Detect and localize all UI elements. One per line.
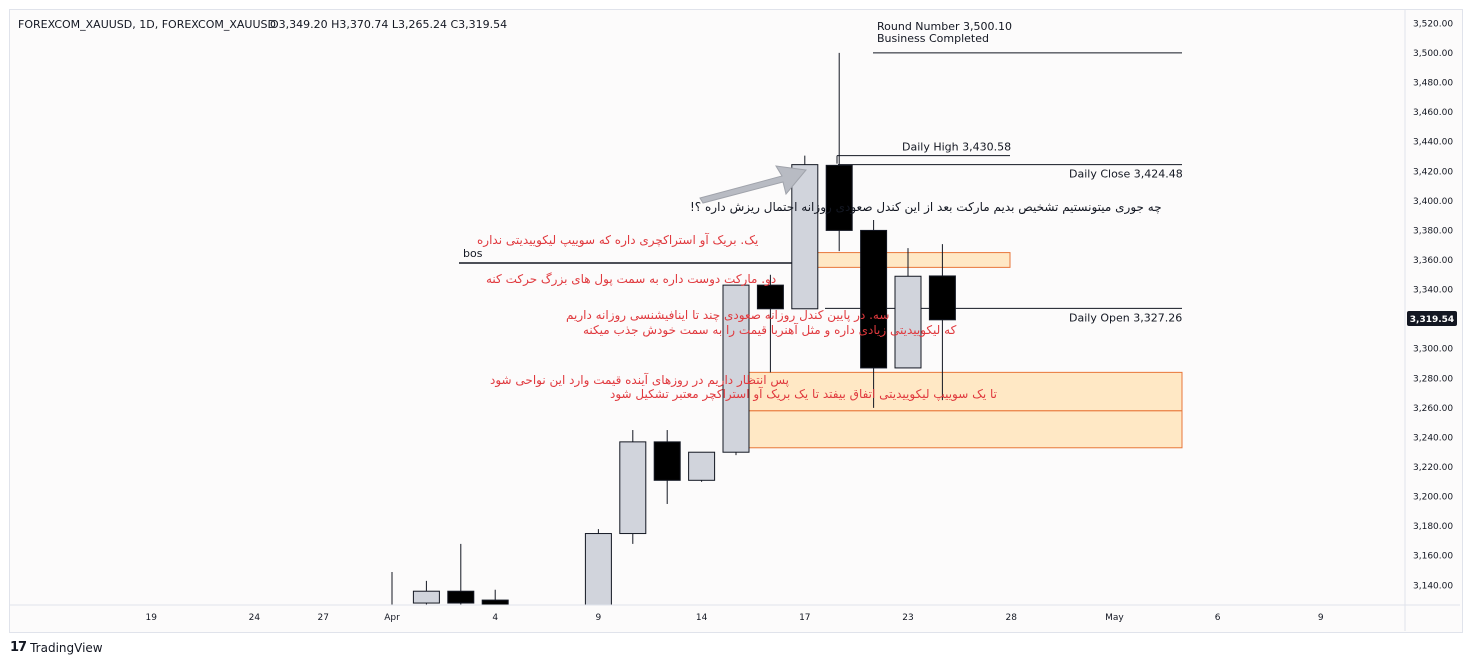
- y-tick-label: 3,240.00: [1413, 433, 1453, 443]
- candle-body: [860, 229, 888, 369]
- x-tick-label: 6: [1215, 613, 1221, 623]
- daily-high-label: Daily High 3,430.58: [902, 141, 1011, 154]
- y-tick-label: 3,500.00: [1413, 49, 1453, 59]
- y-tick-label: 3,180.00: [1413, 522, 1453, 532]
- x-tick-label: 23: [902, 613, 913, 623]
- annotation-point-4-line-1: پس انتظار داریم در روزهای آینده قیمت وار…: [490, 372, 789, 388]
- bear-candle[interactable]: [756, 274, 784, 373]
- annotation-arrow: [699, 165, 807, 204]
- y-tick-label: 3,380.00: [1413, 226, 1453, 236]
- bear-candle[interactable]: [860, 220, 888, 408]
- candle-body: [412, 590, 440, 604]
- business-completed-label: Business Completed: [877, 32, 989, 45]
- symbol-title[interactable]: FOREXCOM_XAUUSD, 1D, FOREXCOM_XAUUSD: [18, 18, 276, 31]
- annotation-point-3-line-2: که لیکوییدیتی زیادی داره و مثل آهنربا قی…: [583, 322, 957, 338]
- daily-open-label: Daily Open 3,327.26: [1069, 311, 1182, 324]
- x-tick-label: 9: [596, 613, 602, 623]
- daily-close-label: Daily Close 3,424.48: [1069, 168, 1183, 181]
- tradingview-logo-icon: 17: [10, 640, 27, 655]
- candle-body: [894, 275, 922, 369]
- x-tick-label: Apr: [384, 613, 400, 623]
- annotation-question: چه جوری میتونستیم تشخیص بدیم مارکت بعد ا…: [690, 200, 1162, 215]
- bear-candle[interactable]: [379, 571, 405, 630]
- bear-candle[interactable]: [481, 589, 509, 645]
- y-tick-label: 3,220.00: [1413, 463, 1453, 473]
- annotation-point-1: یک. بریک آو استراکچری داره که سوییپ لیکو…: [477, 232, 758, 248]
- candle-body: [928, 275, 956, 321]
- bull-candle[interactable]: [584, 529, 612, 622]
- bull-candle[interactable]: [412, 580, 440, 615]
- x-tick-label: 14: [696, 613, 708, 623]
- y-tick-label: 3,520.00: [1413, 19, 1453, 29]
- x-tick-label: 17: [799, 613, 810, 623]
- annotation-point-3-line-1: سه. در پایین کندل روزانه صعودی چند تا ای…: [566, 308, 889, 323]
- y-tick-label: 3,200.00: [1413, 493, 1453, 503]
- y-tick-label: 3,420.00: [1413, 167, 1453, 177]
- y-tick-label: 3,260.00: [1413, 404, 1453, 414]
- bear-candle[interactable]: [447, 543, 475, 622]
- brand-name: TradingView: [30, 640, 103, 655]
- y-tick-label: 3,160.00: [1413, 552, 1453, 562]
- candle-body: [756, 284, 784, 310]
- y-tick-label: 3,440.00: [1413, 138, 1453, 148]
- last-price-badge: 3,319.54: [1407, 311, 1457, 326]
- ohlc-values: O3,349.20 H3,370.74 L3,265.24 C3,319.54: [270, 18, 507, 31]
- y-tick-label: 3,400.00: [1413, 197, 1453, 207]
- liquidity-zone[interactable]: [734, 371, 1183, 412]
- candle-body: [447, 590, 475, 604]
- bull-candle[interactable]: [894, 248, 922, 369]
- bos-label: bos: [463, 247, 483, 260]
- x-tick-label: 4: [492, 613, 498, 623]
- bull-candle[interactable]: [688, 451, 716, 482]
- bear-candle[interactable]: [928, 244, 956, 401]
- x-tick-label: 9: [1318, 613, 1324, 623]
- bear-candle[interactable]: [653, 430, 681, 504]
- y-tick-label: 3,300.00: [1413, 345, 1453, 355]
- candle-body: [619, 441, 647, 535]
- candle-body: [584, 533, 612, 605]
- x-tick-label: May: [1105, 613, 1124, 623]
- x-tick-label: 19: [145, 613, 157, 623]
- candle-body: [653, 441, 681, 481]
- tradingview-brand[interactable]: 17 TradingView: [10, 640, 103, 655]
- bull-candle[interactable]: [791, 155, 819, 310]
- candle-body: [722, 284, 750, 453]
- bear-candle[interactable]: [825, 52, 853, 252]
- bull-candle[interactable]: [722, 284, 750, 456]
- annotation-point-2: دو. مارکت دوست داره به سمت پول های بزرگ …: [486, 272, 776, 287]
- annotation-point-4-line-2: تا یک سوییپ لیکوییدیتی اتفاق بیفتد تا یک…: [610, 386, 997, 402]
- y-tick-label: 3,460.00: [1413, 108, 1453, 118]
- y-tick-label: 3,480.00: [1413, 79, 1453, 89]
- price-axis[interactable]: 3,520.00 3,500.00 3,480.00 3,460.00 3,440.00…: [1413, 19, 1453, 591]
- y-tick-label: 3,140.00: [1413, 581, 1453, 591]
- candle-body: [791, 164, 819, 310]
- candle-body: [688, 451, 716, 481]
- round-number-label: Round Number 3,500.10: [877, 20, 1012, 33]
- candle-body: [825, 164, 853, 231]
- liquidity-zone[interactable]: [734, 410, 1183, 449]
- y-tick-label: 3,340.00: [1413, 286, 1453, 296]
- last-price-value: 3,319.54: [1410, 315, 1454, 325]
- x-tick-label: 24: [249, 613, 261, 623]
- bull-candle[interactable]: [619, 430, 647, 544]
- time-axis[interactable]: 19 24 27 Apr 4 9 14 17 23 28 May 6 9: [145, 613, 1323, 623]
- x-tick-label: 27: [317, 613, 328, 623]
- candle-body: [481, 599, 509, 605]
- y-tick-label: 3,360.00: [1413, 256, 1453, 266]
- y-tick-label: 3,280.00: [1413, 374, 1453, 384]
- x-tick-label: 28: [1005, 613, 1017, 623]
